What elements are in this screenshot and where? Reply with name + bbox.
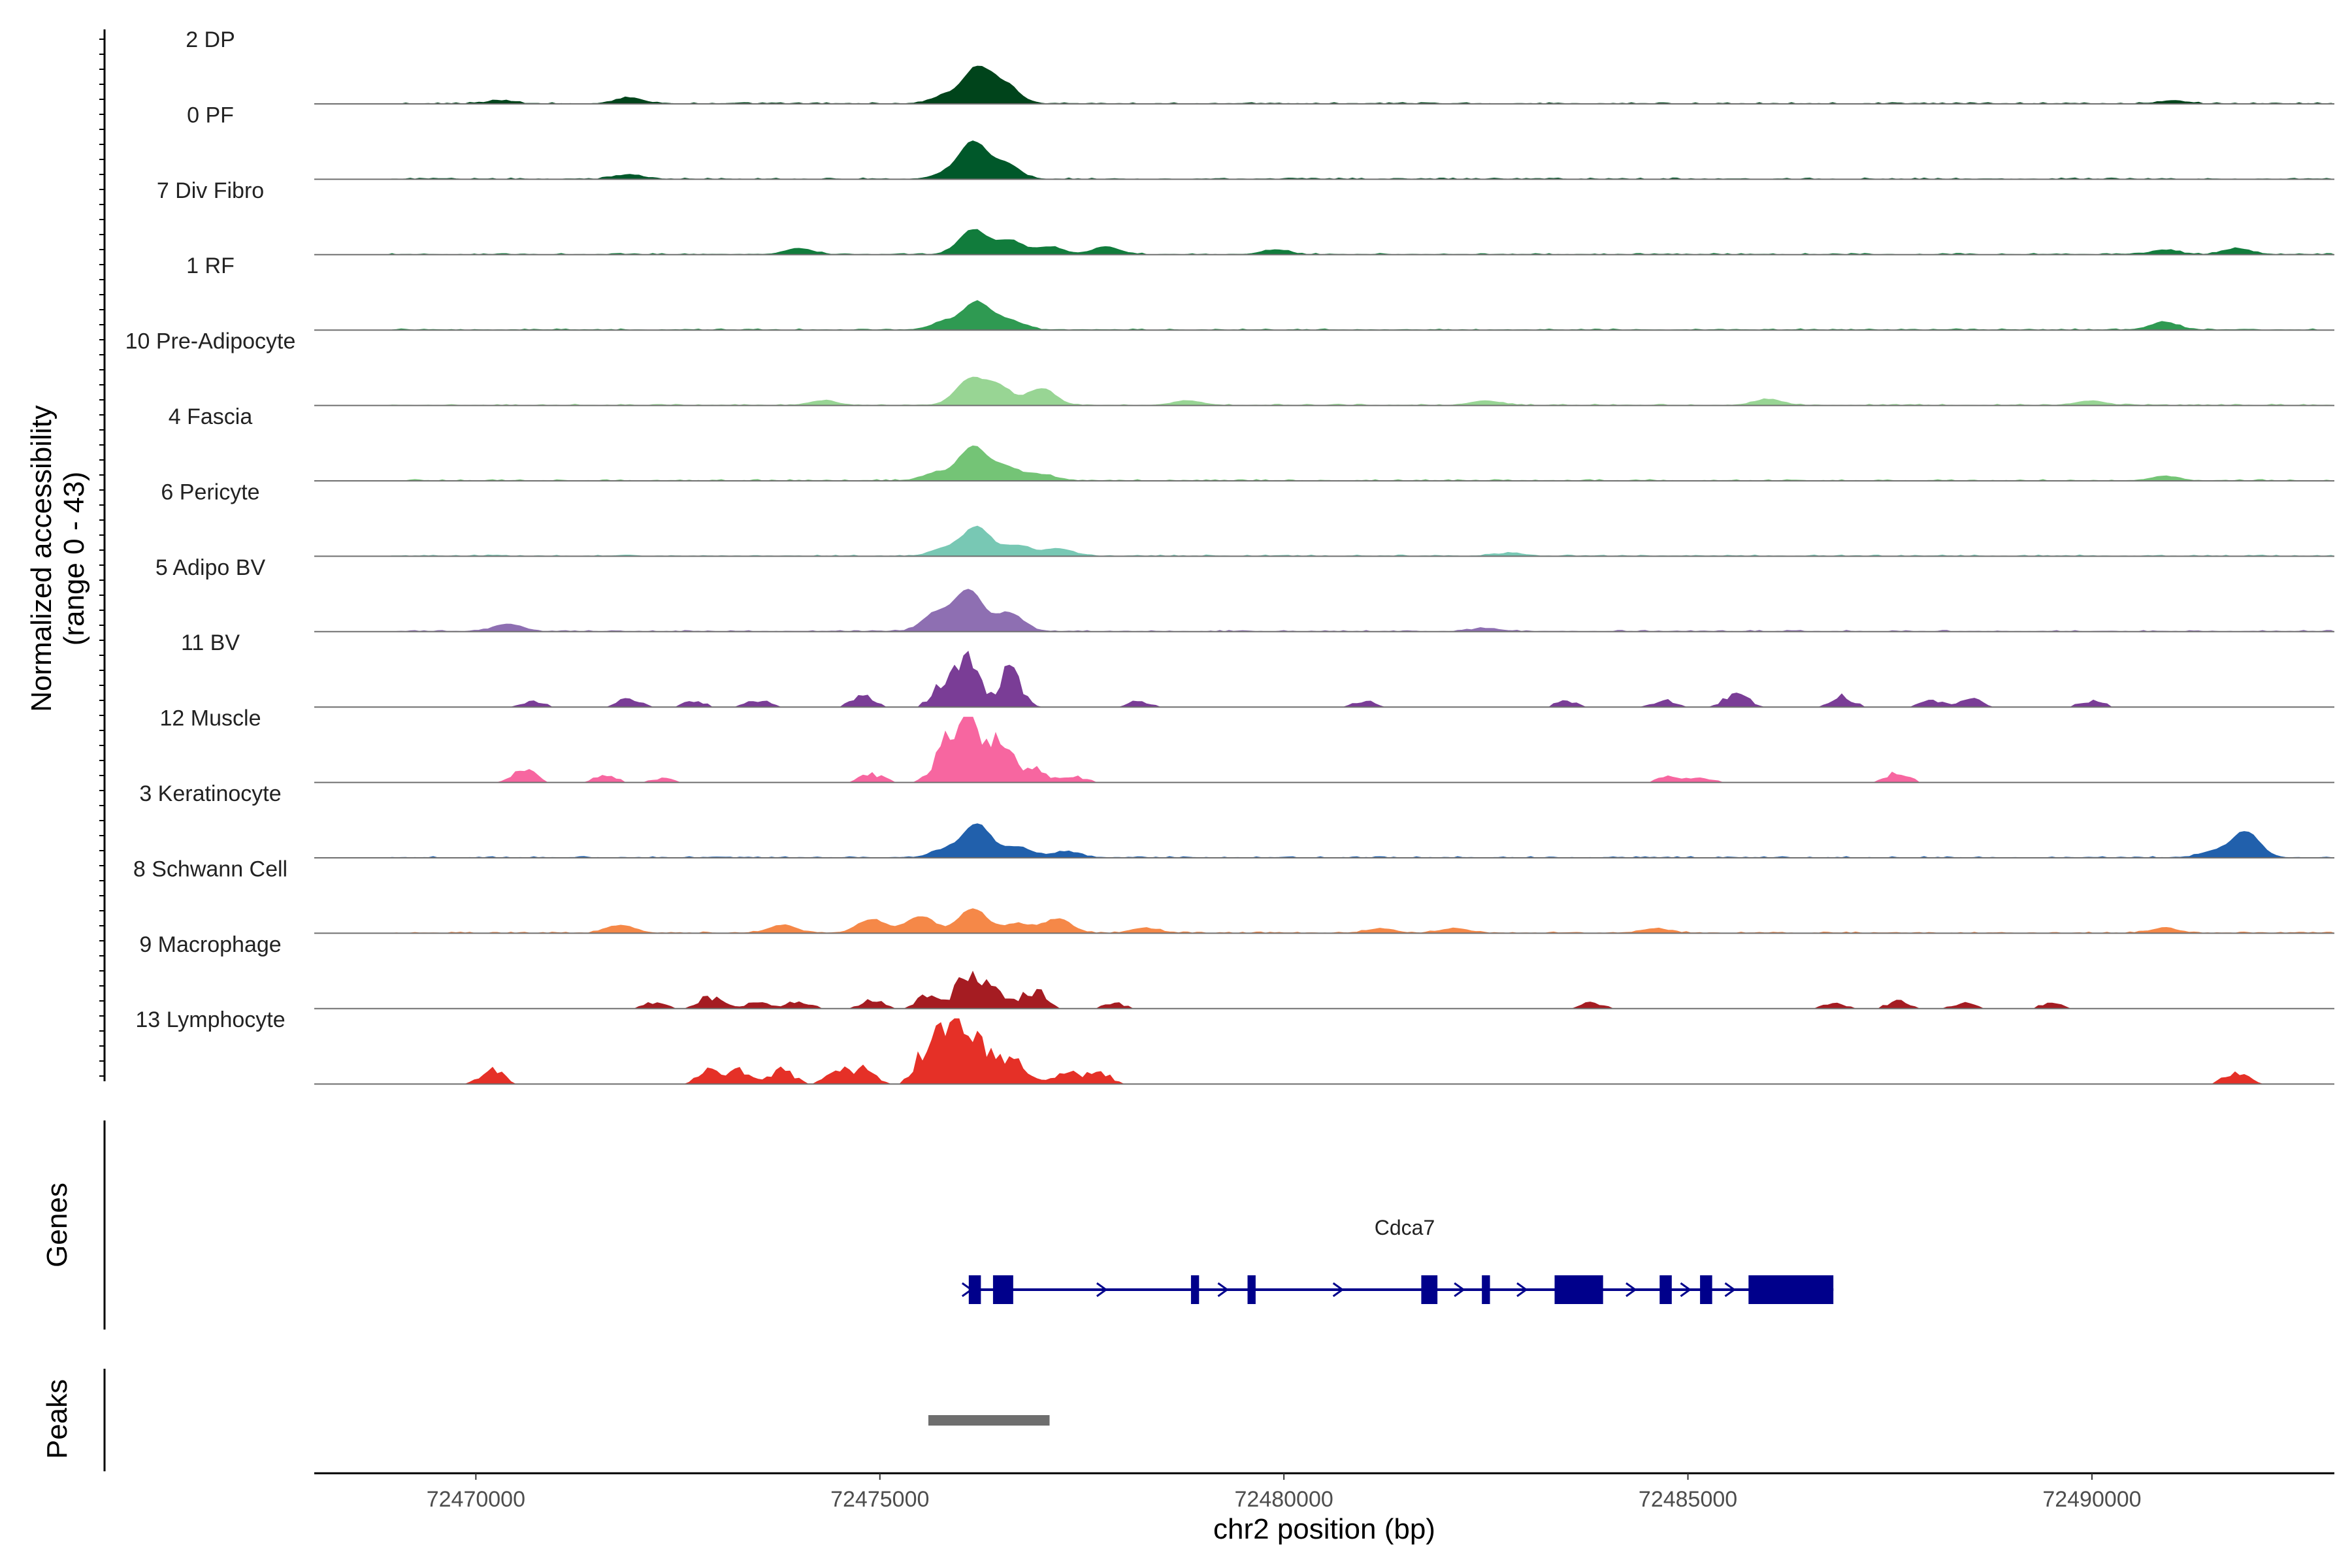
strand-arrow bbox=[1217, 1282, 1229, 1298]
track-7: 6 Pericyte bbox=[161, 480, 2335, 557]
gene-exon bbox=[968, 1275, 981, 1304]
gene-name-label: Cdca7 bbox=[1375, 1216, 1435, 1239]
track-2: 0 PF bbox=[187, 103, 2335, 180]
track-label: 5 Adipo BV bbox=[155, 555, 266, 580]
strand-arrow bbox=[1625, 1282, 1637, 1298]
gene-exon bbox=[1482, 1275, 1490, 1304]
track-3: 7 Div Fibro bbox=[157, 178, 2335, 255]
gene-exon bbox=[1700, 1275, 1712, 1304]
peak-regions bbox=[928, 1415, 1050, 1426]
track-label: 10 Pre-Adipocyte bbox=[125, 329, 296, 354]
track-label: 3 Keratinocyte bbox=[139, 781, 281, 806]
coverage-area bbox=[314, 589, 2335, 632]
track-label: 0 PF bbox=[187, 103, 234, 127]
y-axis-title-line1: Normalized accessibility bbox=[25, 405, 57, 711]
track-label: 11 BV bbox=[181, 630, 240, 655]
coverage-area bbox=[314, 823, 2335, 858]
x-tick-label: 72485000 bbox=[1639, 1487, 1737, 1512]
track-6: 4 Fascia bbox=[169, 404, 2335, 482]
track-4: 1 RF bbox=[186, 253, 2335, 331]
gene-exon bbox=[1190, 1275, 1200, 1304]
track-13: 9 Macrophage bbox=[139, 932, 2334, 1009]
genes-track-label: Genes bbox=[41, 1183, 73, 1267]
coverage-area bbox=[314, 717, 2334, 783]
gene-exon bbox=[1554, 1275, 1603, 1304]
track-label: 1 RF bbox=[186, 253, 235, 278]
track-8: 5 Adipo BV bbox=[155, 555, 2335, 632]
track-label: 13 Lymphocyte bbox=[135, 1007, 285, 1032]
coverage-area bbox=[314, 229, 2335, 255]
track-5: 10 Pre-Adipocyte bbox=[125, 329, 2335, 406]
gene-model bbox=[961, 1275, 1834, 1304]
track-label: 8 Schwann Cell bbox=[133, 857, 287, 881]
track-label: 7 Div Fibro bbox=[157, 178, 264, 203]
gene-exon bbox=[992, 1275, 1013, 1304]
track-9: 11 BV bbox=[181, 630, 2334, 708]
x-tick-label: 72470000 bbox=[427, 1487, 525, 1512]
coverage-area bbox=[314, 65, 2335, 105]
accessibility-tracks: 2 DP 0 PF 7 Div Fibro 1 RF 10 Pre-Adipocyte 4… bbox=[125, 27, 2335, 1085]
peak-region-bar bbox=[928, 1415, 1050, 1426]
x-tick-label: 72490000 bbox=[2042, 1487, 2141, 1512]
gene-exon bbox=[1748, 1275, 1834, 1304]
track-1: 2 DP bbox=[186, 27, 2335, 105]
track-12: 8 Schwann Cell bbox=[133, 857, 2335, 934]
x-tick-label: 72475000 bbox=[830, 1487, 929, 1512]
track-14: 13 Lymphocyte bbox=[135, 1007, 2334, 1085]
coverage-area bbox=[314, 525, 2335, 557]
coverage-area bbox=[314, 445, 2335, 482]
coverage-area bbox=[314, 970, 2334, 1009]
track-label: 12 Muscle bbox=[160, 706, 261, 731]
track-label: 4 Fascia bbox=[169, 404, 253, 429]
strand-arrow bbox=[1680, 1282, 1692, 1298]
coverage-area bbox=[314, 650, 2334, 708]
track-10: 12 Muscle bbox=[160, 706, 2334, 783]
track-label: 6 Pericyte bbox=[161, 480, 259, 504]
track-label: 9 Macrophage bbox=[139, 932, 281, 957]
x-axis-ticks: 72470000 72475000 72480000 72485000 72490000 bbox=[427, 1473, 2142, 1512]
track-11: 3 Keratinocyte bbox=[139, 781, 2335, 858]
strand-arrow bbox=[1332, 1282, 1345, 1298]
coverage-area bbox=[314, 300, 2335, 331]
gene-exon bbox=[1247, 1275, 1256, 1304]
track-label: 2 DP bbox=[186, 27, 235, 52]
strand-arrow bbox=[1724, 1282, 1737, 1298]
strand-arrow bbox=[1096, 1282, 1108, 1298]
coverage-area bbox=[314, 908, 2335, 934]
gene-exon bbox=[1421, 1275, 1438, 1304]
peaks-track-label: Peaks bbox=[41, 1379, 73, 1459]
y-axis-title-line2: (range 0 - 43) bbox=[58, 472, 90, 646]
gene-exon bbox=[1659, 1275, 1672, 1304]
coverage-area bbox=[314, 140, 2335, 180]
strand-arrow bbox=[1454, 1282, 1465, 1298]
x-tick-label: 72480000 bbox=[1235, 1487, 1333, 1512]
x-axis-title: chr2 position (bp) bbox=[1213, 1513, 1435, 1545]
coverage-area bbox=[314, 376, 2335, 406]
strand-arrow bbox=[1516, 1282, 1528, 1298]
coverage-y-axis-ticks bbox=[99, 39, 105, 1077]
coverage-area bbox=[314, 1018, 2334, 1085]
